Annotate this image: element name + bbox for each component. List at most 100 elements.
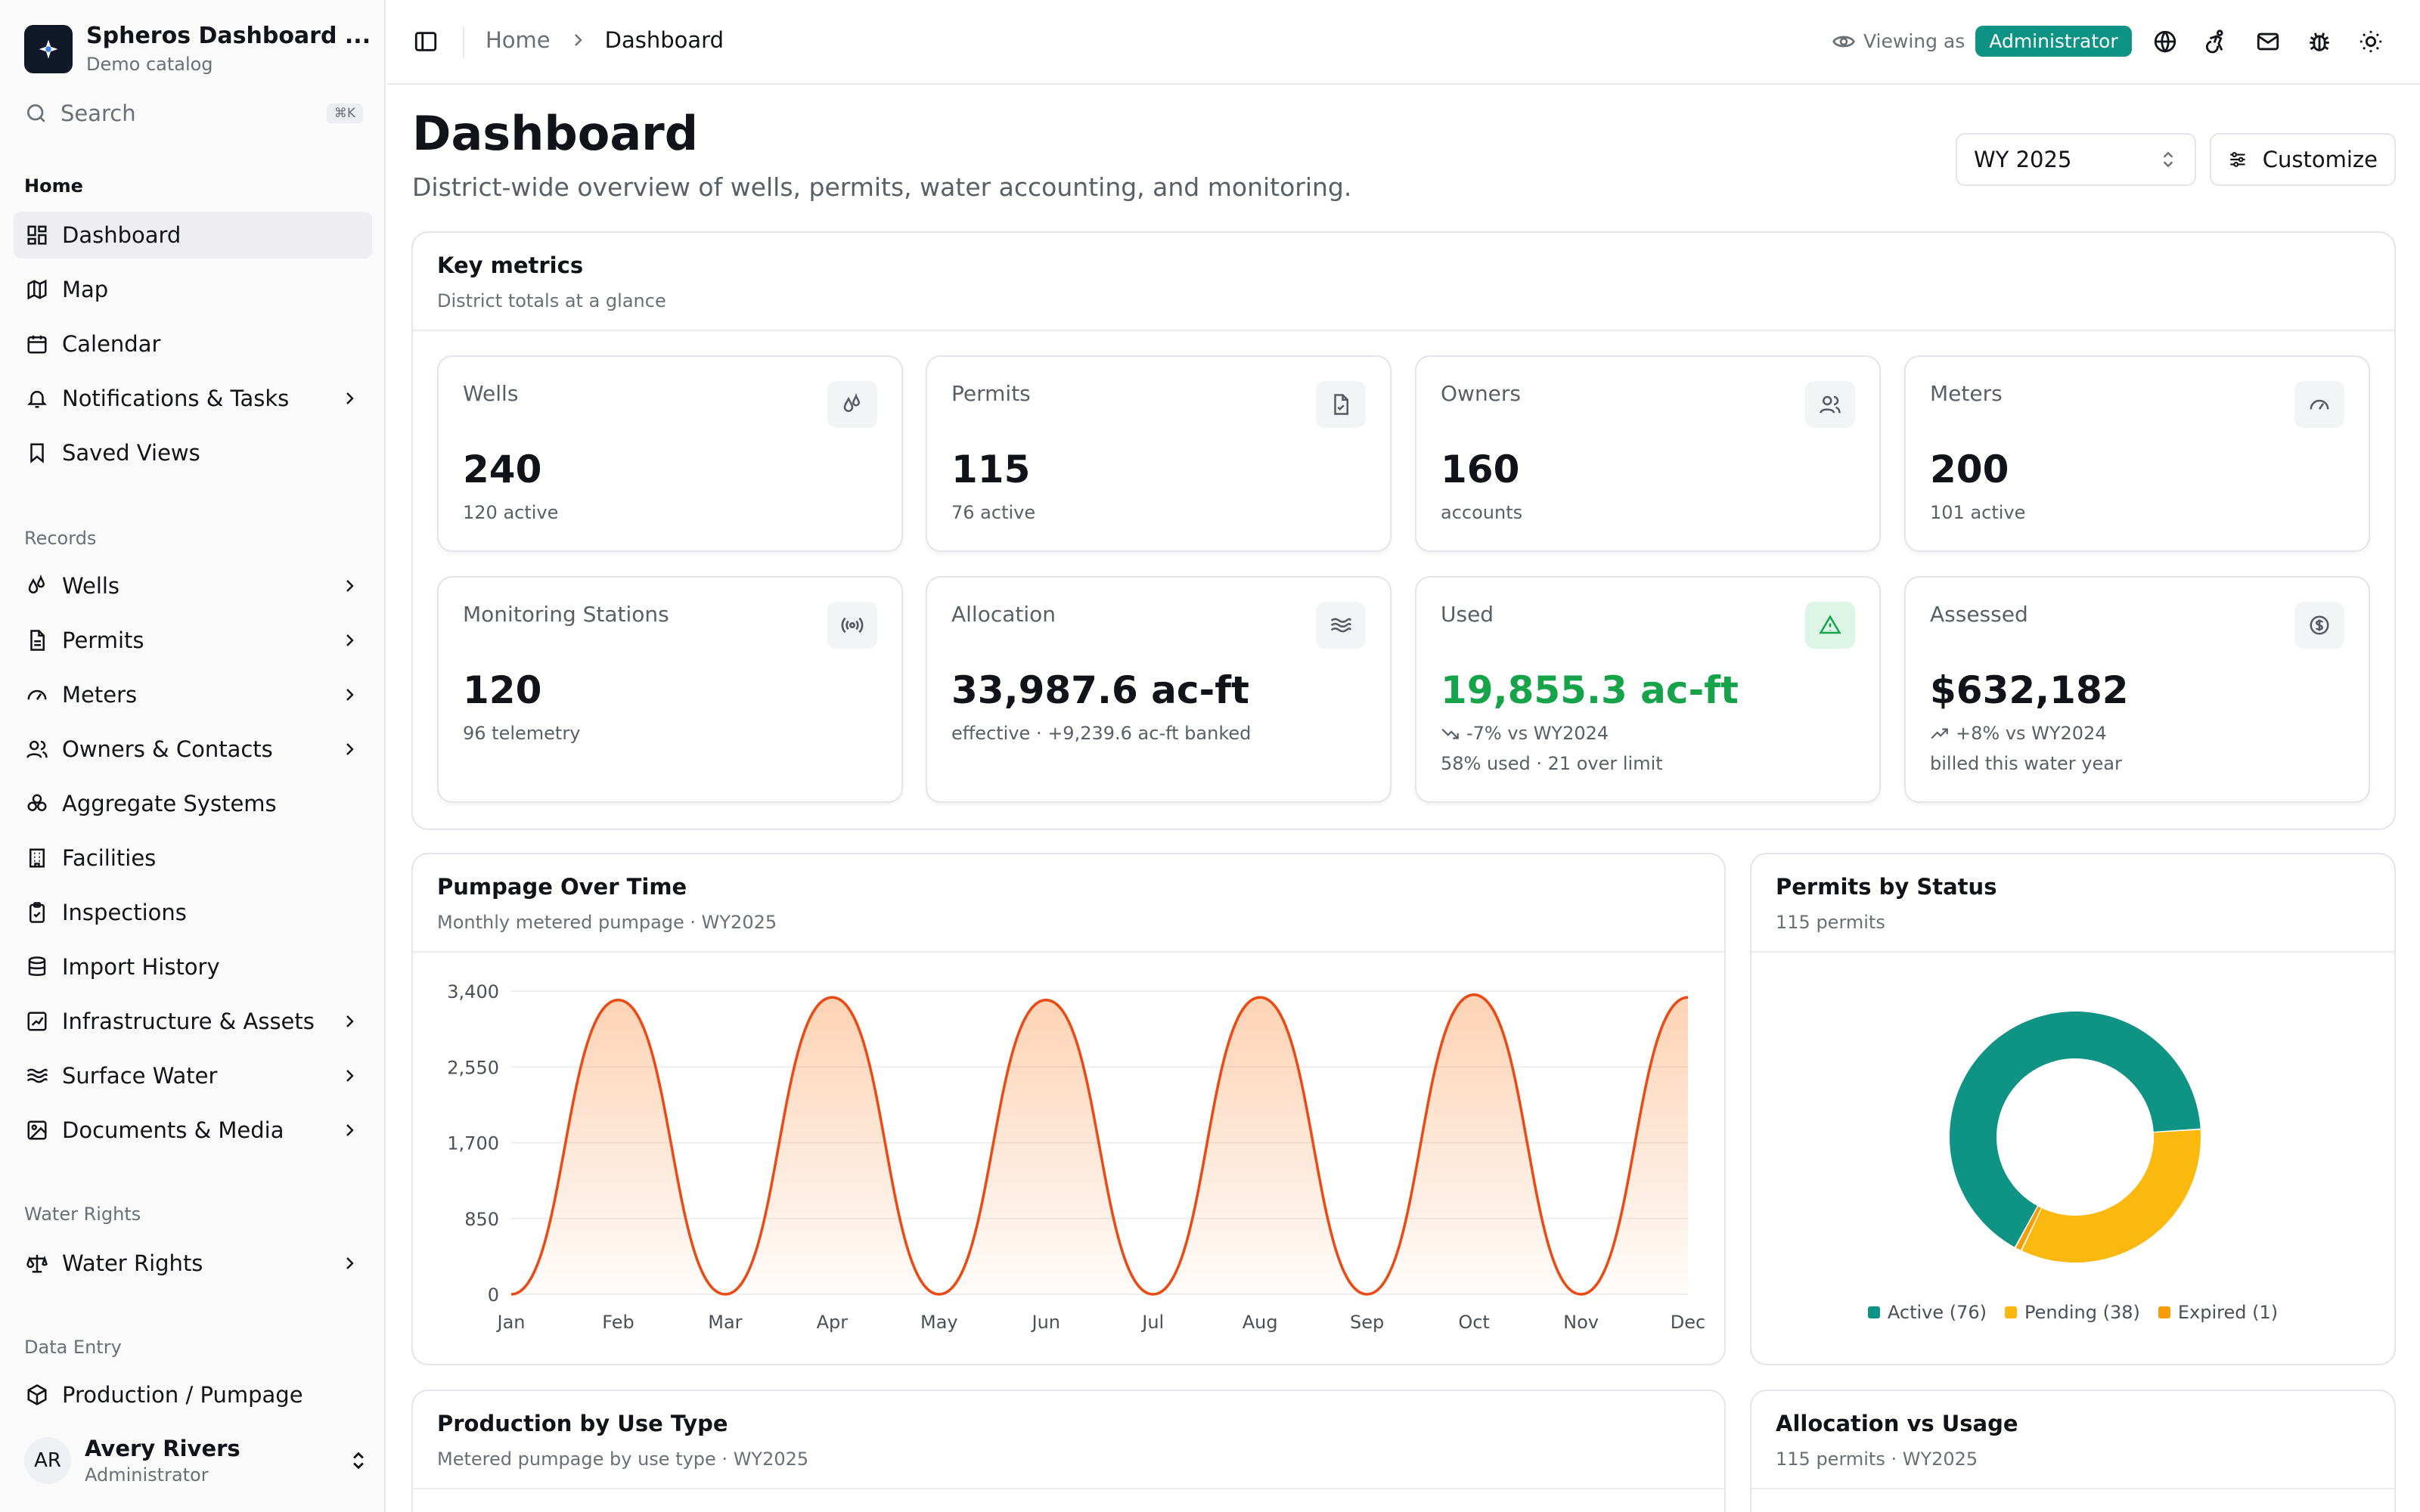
metric-note: 120 active <box>463 502 559 523</box>
sidebar-item-label: Facilities <box>62 845 157 871</box>
alert-triangle-icon <box>1805 602 1855 649</box>
sidebar-item-label: Saved Views <box>62 440 200 466</box>
chevron-right-icon <box>346 1124 354 1136</box>
accessibility-icon[interactable] <box>2204 29 2229 54</box>
sidebar-item-map[interactable]: Map <box>14 266 372 313</box>
clipboard-check-icon <box>29 902 45 923</box>
sidebar-item-permits[interactable]: Permits <box>14 617 372 664</box>
legend-swatch <box>1867 1306 1880 1318</box>
x-tick-label: Dec <box>1671 1312 1705 1333</box>
y-tick-label: 1,700 <box>447 1133 499 1154</box>
metric-card-meters[interactable]: Meters 200 101 active <box>1904 355 2370 552</box>
card-title: Pumpage Over Time <box>437 874 687 900</box>
sidebar-item-water-rights[interactable]: Water Rights <box>14 1240 372 1287</box>
sidebar-item-label: Production / Pumpage <box>62 1382 303 1408</box>
customize-button[interactable]: Customize <box>2210 133 2396 186</box>
top-header: Home Dashboard Viewing as Administrator <box>387 0 2420 85</box>
breadcrumb-home[interactable]: Home <box>486 27 551 53</box>
trend-down-icon <box>1441 728 1459 739</box>
metric-note: accounts <box>1441 502 1523 523</box>
sidebar-toggle-icon[interactable] <box>413 29 439 54</box>
sliders-icon <box>2230 152 2245 167</box>
sidebar-item-label: Wells <box>62 573 120 599</box>
sidebar-item-label: Surface Water <box>62 1063 218 1089</box>
sidebar-item-dashboard[interactable]: Dashboard <box>14 212 372 259</box>
donut-slice[interactable] <box>2015 1206 2041 1250</box>
sidebar-item-label: Owners & Contacts <box>62 736 273 762</box>
metric-note: 101 active <box>1930 502 2026 523</box>
calendar-icon <box>27 335 47 354</box>
sun-icon[interactable] <box>2358 29 2384 54</box>
y-tick-label: 3,400 <box>447 981 499 1002</box>
user-menu[interactable]: AR Avery Rivers Administrator <box>24 1430 372 1491</box>
metric-card-monitoring-stations[interactable]: Monitoring Stations 120 96 telemetry <box>437 576 903 803</box>
y-tick-label: 2,550 <box>447 1057 499 1078</box>
sidebar-item-meters[interactable]: Meters <box>14 671 372 718</box>
card-subtitle: Metered pumpage by use type · WY2025 <box>437 1448 809 1470</box>
metric-value: 120 <box>463 668 542 712</box>
x-tick-label: Jul <box>1140 1312 1164 1333</box>
bug-icon[interactable] <box>2307 29 2332 54</box>
metric-card-used[interactable]: Used 19,855.3 ac-ft -7% vs WY2024 58% us… <box>1415 576 1881 803</box>
mail-icon[interactable] <box>2255 29 2281 54</box>
water-year-select[interactable]: WY 2025 <box>1956 133 2196 186</box>
role-badge[interactable]: Administrator <box>1975 26 2132 57</box>
app-logo <box>24 24 73 73</box>
donut-slice[interactable] <box>2021 1129 2201 1263</box>
card-subtitle: 115 permits · WY2025 <box>1776 1448 1978 1470</box>
sidebar-item-wells[interactable]: Wells <box>14 562 372 609</box>
section-home: Home <box>24 175 83 197</box>
metric-card-assessed[interactable]: Assessed $632,182 +8% vs WY2024 billed t… <box>1904 576 2370 803</box>
sidebar-item-notifications[interactable]: Notifications & Tasks <box>14 375 372 422</box>
metric-trend-text: +8% vs WY2024 <box>1956 723 2107 744</box>
sidebar-item-label: Documents & Media <box>62 1117 284 1143</box>
file-icon <box>30 630 45 651</box>
pumpage-card: Pumpage Over Time Monthly metered pumpag… <box>411 853 1726 1365</box>
sidebar-item-infrastructure[interactable]: Infrastructure & Assets <box>14 998 372 1045</box>
metric-card-permits[interactable]: Permits 115 76 active <box>926 355 1392 552</box>
sidebar-item-inspections[interactable]: Inspections <box>14 889 372 936</box>
metric-trend-text: -7% vs WY2024 <box>1466 723 1609 744</box>
users-icon <box>26 740 48 758</box>
globe-icon[interactable] <box>2152 29 2178 54</box>
donut-slice[interactable] <box>1950 1012 2201 1247</box>
map-icon <box>27 279 47 300</box>
sidebar-item-import-history[interactable]: Import History <box>14 943 372 990</box>
droplets-icon <box>28 575 45 593</box>
sidebar-item-saved-views[interactable]: Saved Views <box>14 429 372 476</box>
sidebar-item-aggregate-systems[interactable]: Aggregate Systems <box>14 780 372 827</box>
metric-note: 76 active <box>951 502 1036 523</box>
search-input[interactable]: Search ⌘K <box>24 98 363 129</box>
chevron-right-icon <box>346 392 354 404</box>
metric-value: 240 <box>463 448 542 491</box>
metric-card-owners[interactable]: Owners 160 accounts <box>1415 355 1881 552</box>
sidebar-item-documents-media[interactable]: Documents & Media <box>14 1107 372 1154</box>
avatar: AR <box>24 1437 71 1484</box>
metric-card-wells[interactable]: Wells 240 120 active <box>437 355 903 552</box>
metric-card-allocation[interactable]: Allocation 33,987.6 ac-ft effective · +9… <box>926 576 1392 803</box>
app-subtitle: Demo catalog <box>86 54 213 75</box>
breadcrumb-current: Dashboard <box>604 27 724 53</box>
chevrons-up-down-icon <box>353 1452 364 1470</box>
permits-donut-chart <box>1950 1012 2201 1263</box>
metric-label: Allocation <box>951 602 1056 627</box>
x-tick-label: Jan <box>496 1312 526 1333</box>
metric-label: Used <box>1441 602 1494 627</box>
sidebar-item-surface-water[interactable]: Surface Water <box>14 1052 372 1099</box>
sidebar-item-calendar[interactable]: Calendar <box>14 321 372 367</box>
legend-label: Expired (1) <box>2177 1302 2279 1323</box>
card-header: Key metrics District totals at a glance <box>413 233 2394 331</box>
gauge-icon <box>27 689 47 700</box>
bookmark-icon <box>30 443 44 463</box>
sidebar-item-facilities[interactable]: Facilities <box>14 835 372 881</box>
chevron-right-icon <box>346 743 354 755</box>
sidebar-item-owners-contacts[interactable]: Owners & Contacts <box>14 726 372 773</box>
customize-label: Customize <box>2262 147 2378 172</box>
sidebar-item-production-pumpage[interactable]: Production / Pumpage <box>14 1371 372 1418</box>
legend-item: Pending (38) <box>2005 1302 2140 1323</box>
app-switcher[interactable]: Spheros Dashboard ... Demo catalog <box>24 23 371 75</box>
pumpage-line[interactable] <box>510 993 1689 1296</box>
metric-note: billed this water year <box>1930 753 2122 774</box>
chevron-right-icon <box>346 689 354 701</box>
legend-item: Active (76) <box>1867 1302 1987 1323</box>
